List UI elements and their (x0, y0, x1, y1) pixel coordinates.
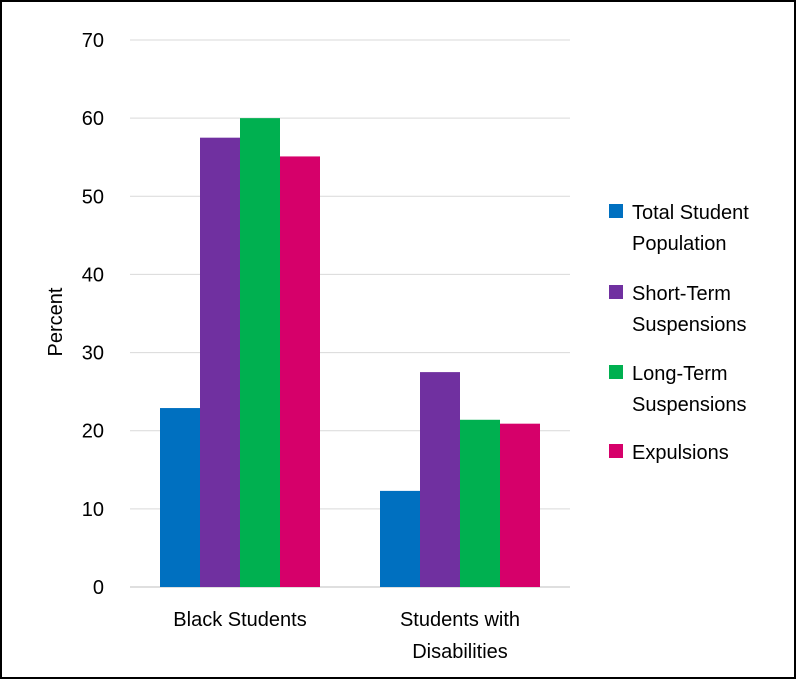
y-tick-label: 20 (82, 421, 104, 443)
y-tick-label: 30 (82, 343, 104, 365)
y-axis-ticks: 0 10 20 30 40 50 60 70 (82, 30, 104, 599)
y-tick-label: 40 (82, 264, 104, 286)
y-tick-label: 0 (93, 577, 104, 599)
y-tick-label: 70 (82, 30, 104, 52)
bars (160, 118, 540, 588)
y-axis-title: Percent (45, 287, 67, 356)
x-tick-label: Disabilities (412, 641, 508, 663)
legend: Total Student Population Short-Term Suspens… (609, 202, 749, 464)
y-tick-label: 50 (82, 186, 104, 208)
legend-swatch (609, 444, 623, 458)
legend-label: Short-Term (632, 283, 731, 305)
legend-label: Population (632, 233, 727, 255)
y-tick-label: 60 (82, 108, 104, 130)
legend-label: Suspensions (632, 394, 747, 416)
legend-label: Suspensions (632, 314, 747, 336)
legend-swatch (609, 204, 623, 218)
legend-label: Long-Term (632, 363, 728, 385)
legend-swatch (609, 365, 623, 379)
bar (280, 156, 320, 587)
bar (200, 137, 240, 587)
x-axis-ticks: Black Students Students with Disabilities (173, 609, 520, 663)
bar (240, 118, 280, 588)
bar (500, 423, 540, 587)
legend-label: Total Student (632, 202, 749, 224)
legend-swatch (609, 285, 623, 299)
bar (380, 490, 420, 587)
bar (160, 408, 200, 587)
bar (420, 372, 460, 587)
bar (460, 419, 500, 587)
x-tick-label: Black Students (173, 609, 306, 631)
x-tick-label: Students with (400, 609, 520, 631)
legend-label: Expulsions (632, 442, 729, 464)
y-tick-label: 10 (82, 499, 104, 521)
